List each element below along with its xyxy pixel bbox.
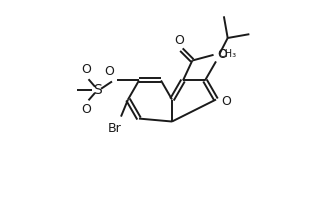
Text: O: O: [104, 66, 114, 78]
Text: O: O: [221, 95, 231, 108]
Text: O: O: [218, 48, 227, 61]
Text: CH₃: CH₃: [219, 50, 237, 59]
Text: O: O: [82, 103, 91, 116]
Text: S: S: [93, 83, 101, 97]
Text: Br: Br: [108, 122, 122, 135]
Text: O: O: [82, 63, 91, 76]
Text: O: O: [175, 34, 184, 47]
